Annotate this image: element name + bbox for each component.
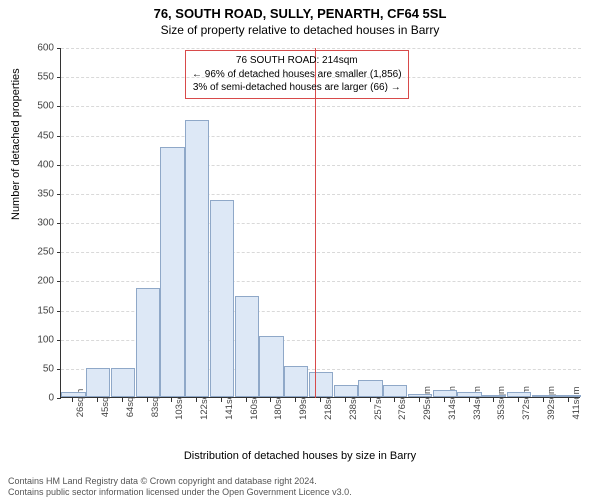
x-tick-mark (469, 398, 470, 402)
bar (210, 200, 234, 397)
chart-container: 76, SOUTH ROAD, SULLY, PENARTH, CF64 5SL… (0, 0, 600, 500)
x-tick-mark (568, 398, 569, 402)
bar (383, 385, 407, 397)
bar (61, 392, 85, 397)
annotation-box: 76 SOUTH ROAD: 214sqm← 96% of detached h… (185, 50, 409, 99)
x-tick-mark (518, 398, 519, 402)
x-tick-mark (97, 398, 98, 402)
bar (556, 395, 580, 397)
x-tick-label: 372sqm (521, 386, 532, 420)
bar (482, 395, 506, 397)
y-axis-label: Number of detached properties (10, 68, 22, 220)
y-tick-label: 150 (24, 305, 54, 316)
x-tick-mark (246, 398, 247, 402)
title-sub: Size of property relative to detached ho… (0, 21, 600, 37)
x-tick-label: 411sqm (571, 386, 582, 419)
bar (185, 120, 209, 397)
bar (334, 385, 358, 397)
gridline (61, 106, 581, 107)
x-tick-label: 295sqm (422, 386, 433, 420)
bar (111, 368, 135, 397)
bar (136, 288, 160, 397)
y-tick-label: 550 (24, 72, 54, 83)
y-tick-label: 100 (24, 334, 54, 345)
gridline (61, 136, 581, 137)
x-tick-mark (543, 398, 544, 402)
x-axis-label: Distribution of detached houses by size … (0, 450, 600, 462)
y-tick-mark (57, 398, 61, 399)
y-tick-label: 500 (24, 101, 54, 112)
threshold-line (315, 48, 316, 398)
footer-line-2: Contains public sector information licen… (8, 487, 352, 498)
x-tick-mark (295, 398, 296, 402)
y-tick-label: 200 (24, 276, 54, 287)
bar (408, 394, 432, 397)
y-tick-label: 350 (24, 188, 54, 199)
x-tick-mark (122, 398, 123, 402)
gridline (61, 223, 581, 224)
y-tick-label: 400 (24, 159, 54, 170)
bar (358, 380, 382, 398)
x-tick-mark (221, 398, 222, 402)
x-tick-mark (493, 398, 494, 402)
footer-attribution: Contains HM Land Registry data © Crown c… (8, 476, 352, 498)
gridline (61, 252, 581, 253)
y-tick-label: 0 (24, 393, 54, 404)
annotation-line: 76 SOUTH ROAD: 214sqm (192, 54, 402, 68)
bar (235, 296, 259, 397)
bar (532, 395, 556, 397)
y-tick-label: 250 (24, 247, 54, 258)
gridline (61, 281, 581, 282)
x-tick-label: 334sqm (472, 386, 483, 420)
bar (284, 366, 308, 397)
footer-line-1: Contains HM Land Registry data © Crown c… (8, 476, 352, 487)
plot-area (60, 48, 580, 398)
bar (259, 336, 283, 397)
annotation-line: ← 96% of detached houses are smaller (1,… (192, 68, 402, 82)
gridline (61, 48, 581, 49)
x-tick-mark (196, 398, 197, 402)
x-tick-mark (419, 398, 420, 402)
bar (160, 147, 184, 397)
gridline (61, 194, 581, 195)
bar (457, 392, 481, 397)
x-tick-mark (147, 398, 148, 402)
x-tick-mark (72, 398, 73, 402)
y-tick-label: 50 (24, 363, 54, 374)
plot-wrap: 05010015020025030035040045050055060026sq… (60, 48, 580, 398)
annotation-line: 3% of semi-detached houses are larger (6… (192, 81, 402, 95)
x-tick-mark (394, 398, 395, 402)
y-tick-label: 450 (24, 130, 54, 141)
x-tick-label: 353sqm (496, 386, 507, 420)
x-tick-mark (444, 398, 445, 402)
bar (507, 392, 531, 397)
bar (86, 368, 110, 397)
x-tick-mark (270, 398, 271, 402)
x-tick-mark (171, 398, 172, 402)
y-tick-label: 600 (24, 43, 54, 54)
title-main: 76, SOUTH ROAD, SULLY, PENARTH, CF64 5SL (0, 0, 600, 21)
x-tick-mark (320, 398, 321, 402)
bar (309, 372, 333, 397)
x-tick-mark (370, 398, 371, 402)
x-tick-mark (345, 398, 346, 402)
gridline (61, 165, 581, 166)
x-tick-label: 392sqm (546, 386, 557, 420)
bar (433, 390, 457, 397)
y-tick-label: 300 (24, 218, 54, 229)
